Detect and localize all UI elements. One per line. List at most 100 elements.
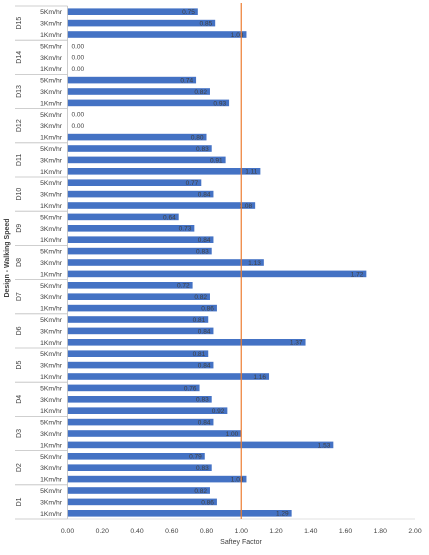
data-label: 0.75 <box>182 9 195 16</box>
bar <box>67 133 207 141</box>
design-group-label: D7 <box>16 292 23 301</box>
bar <box>67 145 212 152</box>
data-label: 0.81 <box>193 317 206 324</box>
bar <box>67 99 230 107</box>
speed-tick-label: 3Km/hr <box>40 21 63 28</box>
data-label: 0.83 <box>196 465 209 472</box>
speed-tick-label: 5Km/hr <box>40 317 63 324</box>
data-label: 0.77 <box>186 180 199 187</box>
speed-tick-label: 1Km/hr <box>40 306 63 313</box>
speed-tick-label: 1Km/hr <box>40 203 63 210</box>
bar <box>67 225 195 232</box>
bar <box>67 247 212 255</box>
speed-tick-label: 5Km/hr <box>40 351 63 358</box>
bar <box>67 339 306 346</box>
data-label: 0.81 <box>193 351 206 358</box>
speed-tick-label: 5Km/hr <box>40 488 63 495</box>
x-tick-label: 0.00 <box>61 528 74 535</box>
data-label: 1.00 <box>226 431 239 438</box>
speed-tick-label: 5Km/hr <box>40 249 63 256</box>
speed-tick-label: 5Km/hr <box>40 78 63 85</box>
bar <box>67 361 214 369</box>
speed-tick-label: 5Km/hr <box>40 385 63 392</box>
speed-tick-label: 5Km/hr <box>40 112 63 119</box>
design-group-label: D3 <box>16 429 23 438</box>
design-group-label: D15 <box>16 17 23 30</box>
design-group-label: D12 <box>16 119 23 132</box>
bar <box>67 190 214 198</box>
speed-tick-label: 5Km/hr <box>40 454 63 461</box>
speed-tick-label: 3Km/hr <box>40 192 63 199</box>
data-label: 0.84 <box>198 363 211 370</box>
bar <box>67 293 210 300</box>
speed-tick-label: 1Km/hr <box>40 374 63 381</box>
data-label: 0.00 <box>72 55 85 62</box>
bar <box>67 384 200 392</box>
speed-tick-label: 5Km/hr <box>40 214 63 221</box>
x-tick-label: 1.00 <box>235 528 248 535</box>
design-group-label: D1 <box>16 497 23 506</box>
bar <box>67 453 205 460</box>
bar <box>67 327 214 335</box>
speed-tick-label: 1Km/hr <box>40 477 63 484</box>
bar <box>67 304 217 312</box>
bar <box>67 88 210 95</box>
speed-tick-label: 3Km/hr <box>40 328 63 335</box>
data-label: 1.37 <box>290 340 303 347</box>
x-tick-label: 0.20 <box>96 528 109 535</box>
bar <box>67 316 209 323</box>
x-tick-label: 1.60 <box>339 528 352 535</box>
x-tick-label: 0.80 <box>200 528 213 535</box>
speed-tick-label: 1Km/hr <box>40 100 63 107</box>
speed-tick-label: 3Km/hr <box>40 226 63 233</box>
bar <box>67 156 226 164</box>
design-group-label: D5 <box>16 361 23 370</box>
bar <box>67 179 202 186</box>
bar <box>67 498 217 506</box>
design-group-label: D8 <box>16 258 23 267</box>
data-label: 0.84 <box>198 420 211 427</box>
x-tick-label: 1.80 <box>374 528 387 535</box>
data-label: 0.83 <box>196 146 209 153</box>
speed-tick-label: 3Km/hr <box>40 260 63 267</box>
bar <box>67 202 256 209</box>
data-label: 0.92 <box>212 408 225 415</box>
bar <box>67 475 247 483</box>
bar <box>67 19 216 27</box>
x-tick-label: 0.60 <box>165 528 178 535</box>
data-label: 0.83 <box>196 397 209 404</box>
speed-tick-label: 3Km/hr <box>40 89 63 96</box>
speed-tick-label: 5Km/hr <box>40 283 63 290</box>
bar <box>67 407 228 414</box>
bar <box>67 464 212 471</box>
data-label: 1.13 <box>248 260 261 267</box>
speed-tick-label: 1Km/hr <box>40 408 63 415</box>
data-label: 1.16 <box>253 374 266 381</box>
design-group-label: D4 <box>16 395 23 404</box>
data-label: 0.00 <box>72 43 85 50</box>
design-group-label: D14 <box>16 51 23 64</box>
data-label: 0.00 <box>72 66 85 73</box>
speed-tick-label: 1Km/hr <box>40 66 63 73</box>
data-label: 1.03 <box>231 32 244 39</box>
data-label: 1.53 <box>318 442 331 449</box>
design-group-label: D6 <box>16 326 23 335</box>
speed-tick-label: 3Km/hr <box>40 499 63 506</box>
speed-tick-label: 3Km/hr <box>40 55 63 62</box>
bar <box>67 168 261 175</box>
bar <box>67 350 209 357</box>
speed-tick-label: 5Km/hr <box>40 43 63 50</box>
speed-tick-label: 3Km/hr <box>40 123 63 130</box>
data-label: 0.85 <box>200 21 213 28</box>
speed-tick-label: 3Km/hr <box>40 157 63 164</box>
speed-tick-label: 5Km/hr <box>40 146 63 153</box>
data-label: 0.91 <box>210 157 223 164</box>
data-label: 0.84 <box>198 237 211 244</box>
bar <box>67 259 264 266</box>
speed-tick-label: 3Km/hr <box>40 465 63 472</box>
y-axis-title: Design - Walking Speed <box>4 218 11 297</box>
bar <box>67 31 247 38</box>
x-tick-label: 1.40 <box>304 528 317 535</box>
bar <box>67 270 367 278</box>
speed-tick-label: 1Km/hr <box>40 169 63 176</box>
